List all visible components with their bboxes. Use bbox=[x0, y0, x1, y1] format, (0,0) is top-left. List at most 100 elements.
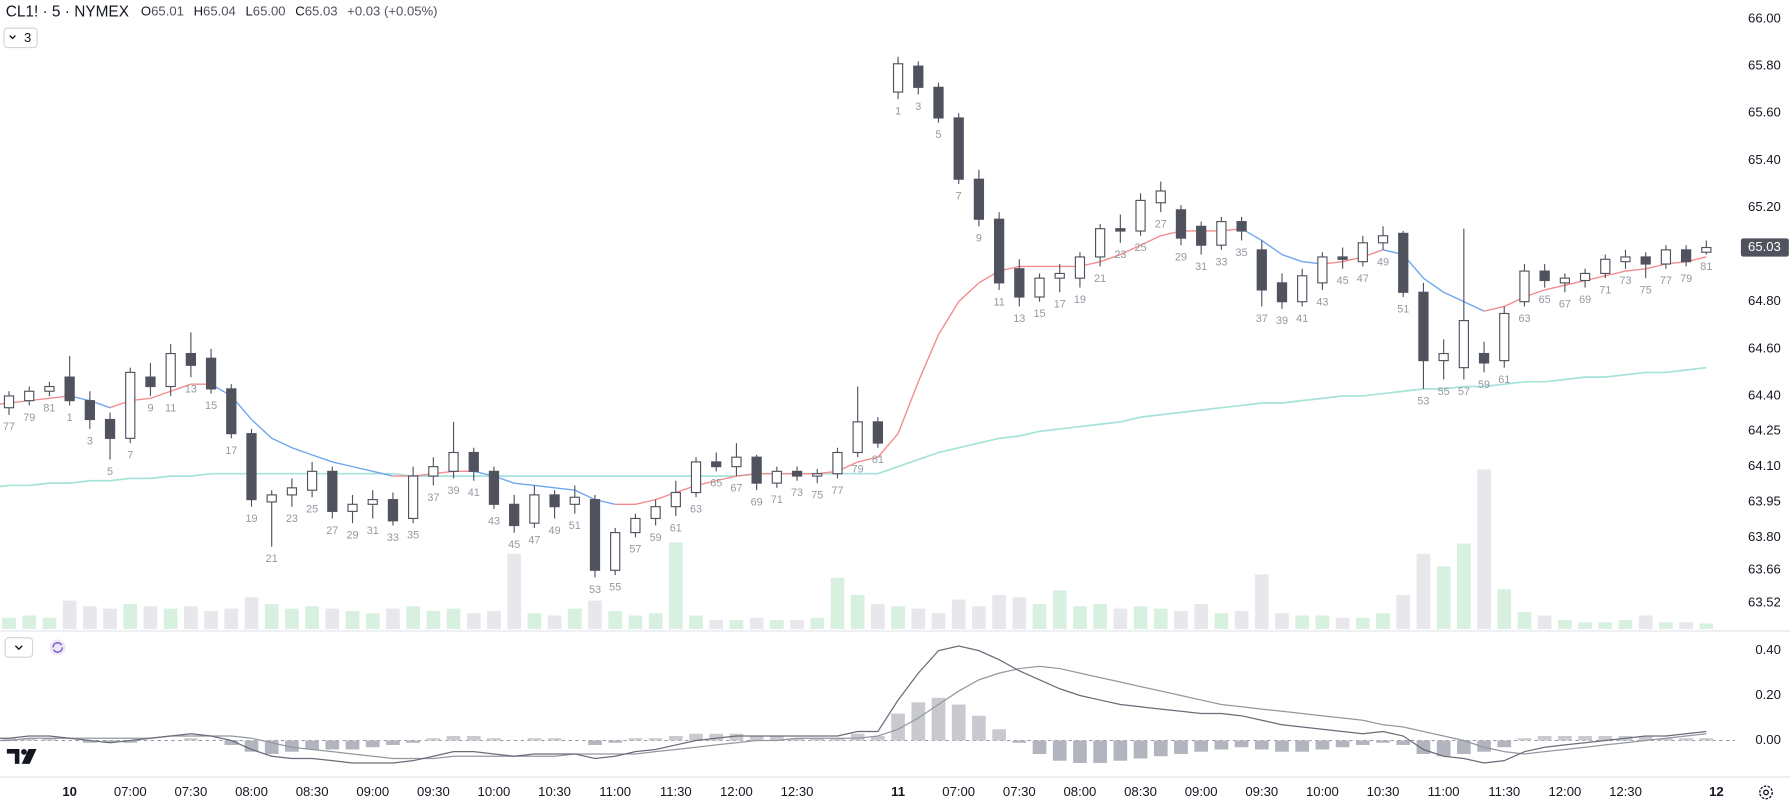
candle-body bbox=[286, 487, 298, 496]
histogram-bar bbox=[911, 702, 926, 741]
candle-body bbox=[1074, 256, 1086, 279]
candle-body bbox=[690, 461, 702, 494]
bar-count-label: 71 bbox=[1599, 285, 1611, 297]
bar-count-label: 71 bbox=[771, 494, 783, 506]
histogram-bar bbox=[1214, 740, 1229, 750]
bar-count-label: 33 bbox=[387, 532, 399, 544]
x-day-label: 11 bbox=[891, 784, 905, 799]
bar-count-label: 17 bbox=[1054, 299, 1066, 311]
histogram-bar bbox=[1598, 735, 1613, 741]
histogram-bar bbox=[1497, 740, 1512, 748]
gear-inner bbox=[1763, 789, 1769, 796]
candle-body bbox=[306, 470, 318, 491]
candle-body bbox=[589, 499, 601, 571]
candle-body bbox=[347, 503, 358, 512]
candle-body bbox=[1640, 256, 1651, 265]
bar-count-label: 19 bbox=[1074, 294, 1086, 306]
gear-outer bbox=[1759, 785, 1773, 800]
indicators-toggle[interactable]: 3 bbox=[3, 27, 38, 49]
candle-body bbox=[993, 218, 1005, 284]
ema-fast-segment bbox=[1544, 284, 1566, 291]
indicator-count: 3 bbox=[24, 30, 31, 45]
bar-count-label: 27 bbox=[326, 525, 338, 537]
ohlc-value: 65.04 bbox=[203, 4, 236, 19]
toggle-box[interactable] bbox=[3, 27, 38, 49]
ema-fast-segment bbox=[1099, 253, 1121, 263]
candle-body bbox=[468, 451, 479, 472]
bar-count-label: 7 bbox=[956, 190, 962, 202]
ema-fast-segment bbox=[372, 470, 394, 477]
bar-count-label: 73 bbox=[791, 487, 803, 499]
ema-fast-segment bbox=[251, 418, 273, 439]
histogram-bar bbox=[1073, 740, 1087, 763]
histogram-bar bbox=[769, 735, 784, 741]
candle-body bbox=[1438, 352, 1449, 362]
histogram-bar bbox=[1396, 740, 1411, 745]
y-tick-label: 65.60 bbox=[1748, 105, 1781, 120]
ohlc-label: H bbox=[194, 4, 203, 19]
bar-count-label: 5 bbox=[107, 466, 113, 478]
candle-body bbox=[408, 475, 419, 520]
volume-bar bbox=[1113, 608, 1128, 630]
bar-count-label: 77 bbox=[831, 485, 843, 497]
histogram-bar bbox=[1315, 740, 1330, 750]
candle-body bbox=[246, 433, 257, 501]
volume-bar bbox=[1194, 604, 1209, 630]
x-day-label: 10 bbox=[62, 784, 77, 799]
bar-count-label: 49 bbox=[1377, 256, 1389, 268]
histogram-bar bbox=[709, 733, 724, 741]
x-tick-label: 07:30 bbox=[1003, 784, 1036, 799]
histogram-bar bbox=[1194, 740, 1209, 752]
bar-count-label: 27 bbox=[1155, 219, 1167, 231]
candle-body bbox=[1317, 256, 1328, 284]
bar-count-label: 79 bbox=[23, 412, 35, 424]
volume-bar bbox=[184, 606, 198, 630]
bar-count-label: 73 bbox=[1619, 275, 1631, 287]
histogram-bar bbox=[325, 740, 340, 750]
candle-body bbox=[1216, 221, 1227, 246]
histogram-bar bbox=[1457, 740, 1471, 754]
histogram-bar bbox=[1093, 740, 1107, 763]
bar-count-label: 69 bbox=[1579, 294, 1591, 306]
candle-body bbox=[1034, 277, 1045, 298]
volume-bar bbox=[1295, 615, 1310, 630]
volume-bar bbox=[1254, 574, 1269, 630]
histogram-bar bbox=[406, 740, 420, 743]
x-tick-label: 11:00 bbox=[599, 784, 631, 799]
candle-body bbox=[125, 371, 136, 439]
last-price-tag bbox=[1740, 238, 1789, 257]
volume-bar bbox=[729, 620, 744, 630]
ema-fast-segment bbox=[635, 498, 656, 505]
refresh-icon bbox=[52, 642, 63, 653]
volume-bar bbox=[1457, 543, 1471, 630]
histogram-bar bbox=[1012, 740, 1027, 743]
macd-controls bbox=[4, 637, 66, 658]
candle-body bbox=[812, 473, 823, 477]
bar-count-label: 35 bbox=[1236, 247, 1248, 259]
volume-bar bbox=[204, 610, 218, 630]
x-tick-label: 10:30 bbox=[1367, 784, 1400, 799]
refresh-button[interactable] bbox=[49, 639, 66, 656]
candle-body bbox=[630, 517, 641, 534]
histogram-bar bbox=[1376, 740, 1390, 743]
volume-bar bbox=[2, 617, 16, 630]
ohlc-value: 65.01 bbox=[151, 4, 184, 19]
histogram-bar bbox=[628, 738, 643, 741]
candle-body bbox=[549, 494, 560, 508]
brand-logo[interactable] bbox=[6, 749, 37, 764]
histogram-bar bbox=[386, 740, 400, 745]
y-tick-label: 63.52 bbox=[1748, 595, 1781, 610]
change: +0.03 (+0.05%) bbox=[347, 4, 437, 19]
candle-body bbox=[185, 352, 197, 366]
histogram-bar bbox=[931, 697, 946, 741]
volume-bar bbox=[972, 606, 986, 630]
histogram-bar bbox=[1436, 740, 1451, 757]
histogram-bar bbox=[891, 713, 905, 741]
histogram-bar bbox=[1659, 738, 1673, 741]
ema-fast-segment bbox=[917, 334, 940, 383]
histogram-bar bbox=[1234, 740, 1249, 748]
ema-fast-segment bbox=[1645, 263, 1667, 270]
collapse-button[interactable] bbox=[4, 637, 34, 658]
signal-line bbox=[0, 665, 1707, 760]
settings-button[interactable] bbox=[1759, 785, 1773, 800]
